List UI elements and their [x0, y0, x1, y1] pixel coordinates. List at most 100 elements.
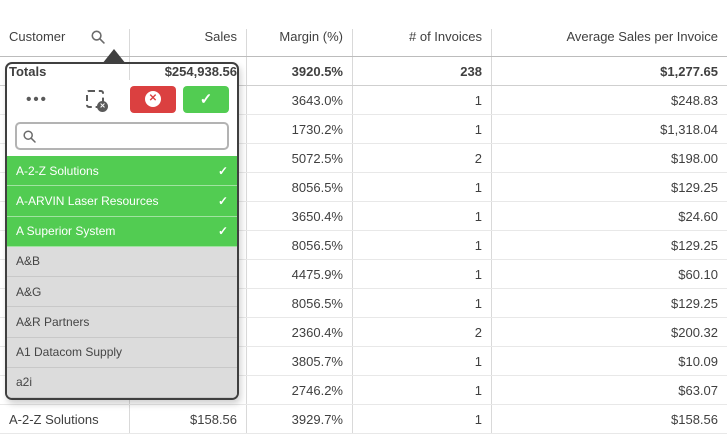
- invoices-cell: 1: [353, 260, 492, 288]
- avg-sales-cell: $129.25: [671, 295, 718, 311]
- invoices-cell: 1: [353, 289, 492, 317]
- margin-cell: 5072.5%: [247, 144, 353, 172]
- listbox-item[interactable]: A Superior System ✓: [7, 216, 237, 247]
- listbox-item-label: a2i: [16, 375, 33, 390]
- listbox-item-label: A&B: [16, 254, 41, 269]
- sales-cell: [130, 173, 247, 201]
- customer-cell[interactable]: A-2-Z Solutions: [0, 405, 130, 433]
- listbox-item-label: A-ARVIN Laser Resources: [16, 193, 159, 208]
- listbox-item[interactable]: A&G: [7, 277, 237, 308]
- sales-cell: [130, 202, 247, 230]
- invoices-cell: 1: [353, 115, 492, 143]
- avg-sales-cell: $24.60: [678, 208, 718, 224]
- sales-cell: [130, 376, 247, 404]
- invoices-cell: 238: [353, 57, 492, 85]
- sales-cell: [130, 318, 247, 346]
- search-icon[interactable]: [91, 29, 106, 44]
- listbox-item[interactable]: A-2-Z Solutions ✓: [7, 156, 237, 187]
- sales-cell: [130, 231, 247, 259]
- margin-cell: 3643.0%: [247, 86, 353, 114]
- margin-cell: 8056.5%: [247, 173, 353, 201]
- margin-cell: 3920.5%: [247, 57, 353, 85]
- cancel-icon: ✕: [145, 91, 161, 107]
- column-header-customer[interactable]: Customer: [0, 29, 130, 56]
- listbox-search: [15, 122, 229, 150]
- listbox-item-label: A1 Datacom Supply: [16, 345, 123, 360]
- more-options-button[interactable]: •••: [15, 86, 59, 113]
- avg-sales-cell: $198.00: [671, 150, 718, 166]
- avg-sales-cell: $200.32: [671, 324, 718, 340]
- listbox-item[interactable]: A&R Partners: [7, 307, 237, 338]
- column-header-margin[interactable]: Margin (%): [247, 29, 353, 56]
- margin-cell: 8056.5%: [247, 289, 353, 317]
- avg-sales-cell: $248.83: [671, 92, 718, 108]
- cancel-selection-button[interactable]: ✕: [130, 85, 176, 113]
- sales-cell: [130, 347, 247, 375]
- sales-cell: [130, 115, 247, 143]
- margin-cell: 1730.2%: [247, 115, 353, 143]
- sales-cell: $158.56: [130, 405, 247, 433]
- invoices-cell: 1: [353, 86, 492, 114]
- selected-check-icon: ✓: [217, 193, 228, 208]
- listbox-item-label: A&R Partners: [16, 314, 90, 329]
- margin-cell: 4475.9%: [247, 260, 353, 288]
- listbox-item[interactable]: A&B: [7, 246, 237, 277]
- selection-popup: ••• ✕ ✕ ✓ A-2-Z Solutions ✓ A-ARVIN Laser …: [5, 49, 239, 400]
- sales-cell: [130, 144, 247, 172]
- table-row: 2746.2% 1 $63.07: [0, 376, 727, 405]
- table-row: 3650.4% 1 $24.60: [0, 202, 727, 231]
- avg-sales-cell: $63.07: [678, 382, 718, 398]
- search-icon: [23, 129, 36, 143]
- listbox-item-label: A&G: [16, 284, 42, 299]
- lasso-button[interactable]: ✕: [73, 86, 117, 113]
- margin-cell: 3929.7%: [247, 405, 353, 433]
- invoices-cell: 1: [353, 173, 492, 201]
- avg-sales-cell: $60.10: [678, 266, 718, 282]
- table-row: 3805.7% 1 $10.09: [0, 347, 727, 376]
- sales-cell: [130, 86, 247, 114]
- listbox-item[interactable]: A-ARVIN Laser Resources ✓: [7, 186, 237, 217]
- invoices-cell: 1: [353, 231, 492, 259]
- margin-cell: 3650.4%: [247, 202, 353, 230]
- listbox-item[interactable]: a2i: [7, 367, 237, 398]
- avg-sales-cell: $10.09: [678, 353, 718, 369]
- column-header-label: Customer: [9, 29, 66, 44]
- column-header-sales[interactable]: Sales: [130, 29, 247, 56]
- table-row: A-2-Z Solutions $158.56 3929.7% 1 $158.56: [0, 405, 727, 434]
- sales-cell: [130, 260, 247, 288]
- table-row: 4475.9% 1 $60.10: [0, 260, 727, 289]
- confirm-selection-button[interactable]: ✓: [183, 85, 229, 113]
- avg-sales-cell: $1,318.04: [660, 121, 718, 137]
- sales-cell: [130, 289, 247, 317]
- search-input[interactable]: [42, 128, 221, 144]
- invoices-cell: 2: [353, 318, 492, 346]
- column-header-avg-sales[interactable]: Average Sales per Invoice: [566, 29, 718, 44]
- table-header-row: Customer Sales Margin (%) # of Invoices …: [0, 0, 727, 57]
- margin-cell: 3805.7%: [247, 347, 353, 375]
- listbox-item[interactable]: A1 Datacom Supply: [7, 337, 237, 368]
- popup-arrow: [102, 49, 126, 64]
- margin-cell: 2360.4%: [247, 318, 353, 346]
- column-header-invoices[interactable]: # of Invoices: [353, 29, 492, 56]
- margin-cell: 2746.2%: [247, 376, 353, 404]
- invoices-cell: 1: [353, 347, 492, 375]
- listbox-item-label: A-2-Z Solutions: [16, 163, 99, 178]
- table-row: 2360.4% 2 $200.32: [0, 318, 727, 347]
- margin-cell: 8056.5%: [247, 231, 353, 259]
- selected-check-icon: ✓: [217, 224, 228, 239]
- avg-sales-cell: $158.56: [671, 411, 718, 427]
- avg-sales-cell: $1,277.65: [660, 63, 718, 79]
- listbox-item-label: A Superior System: [16, 224, 116, 239]
- invoices-cell: 1: [353, 202, 492, 230]
- invoices-cell: 1: [353, 405, 492, 433]
- invoices-cell: 1: [353, 376, 492, 404]
- lasso-icon: ✕: [86, 90, 108, 112]
- listbox: A-2-Z Solutions ✓ A-ARVIN Laser Resources ✓…: [7, 156, 237, 398]
- avg-sales-cell: $129.25: [671, 179, 718, 195]
- avg-sales-cell: $129.25: [671, 237, 718, 253]
- selection-toolbar: ••• ✕ ✕ ✓: [7, 83, 237, 115]
- selected-check-icon: ✓: [217, 163, 228, 178]
- table-row: 1730.2% 1 $1,318.04: [0, 115, 727, 144]
- invoices-cell: 2: [353, 144, 492, 172]
